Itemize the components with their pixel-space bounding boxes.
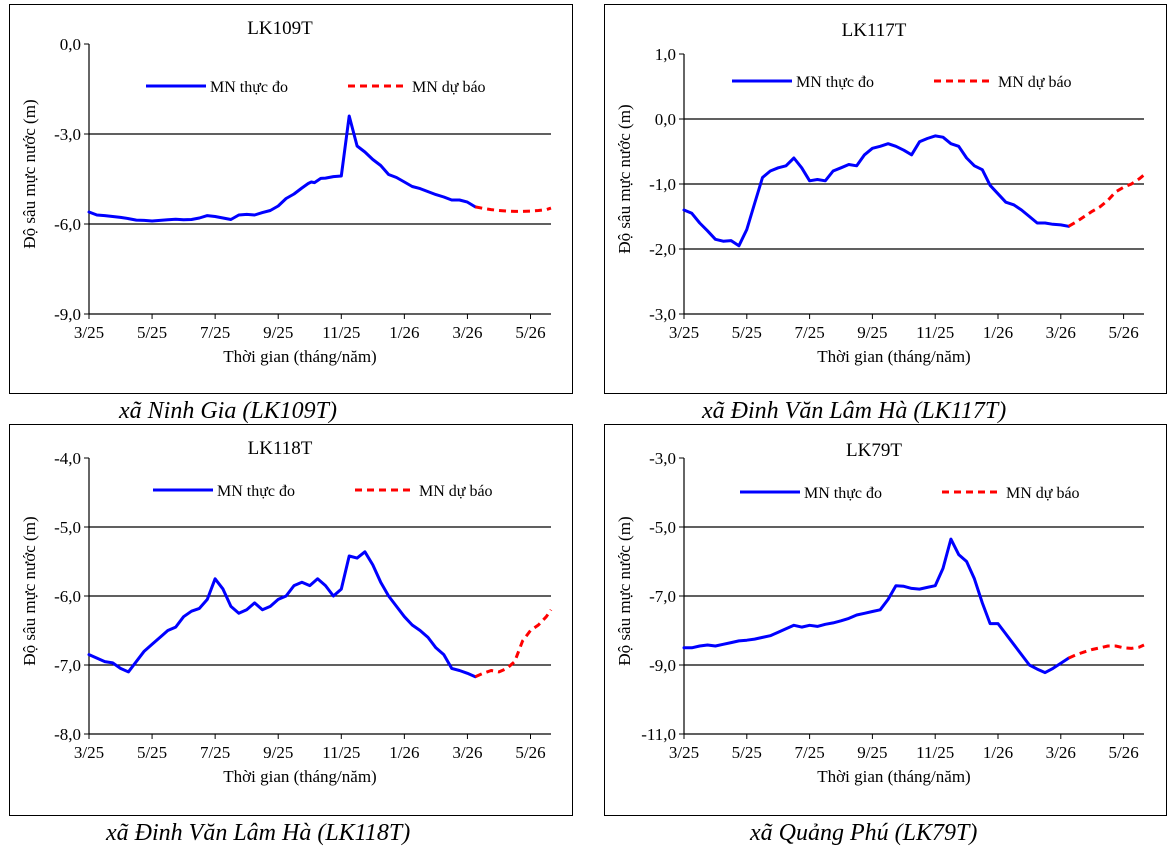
x-tick-label: 11/25 <box>322 743 360 762</box>
chart-lk79t: -3,0 -5,0 -7,0 -9,0 -11,03/25 5/25 7/25 9/25 11/… <box>604 424 1167 816</box>
y-tick-label: -6,0 <box>54 587 81 606</box>
y-tick-label: 0,0 <box>655 110 676 129</box>
x-tick-label: 11/25 <box>916 323 954 342</box>
y-tick-label: -5,0 <box>649 518 676 537</box>
x-tick-label: 9/25 <box>857 323 887 342</box>
y-tick-label: -11,0 <box>641 725 676 744</box>
y-axis-title: Độ sâu mực nước (m) <box>615 516 634 665</box>
chart-lk109t: 0,0 -3,0 -6,0 -9,03/25 5/25 7/25 9/25 11/25 1/26… <box>9 4 573 394</box>
x-tick-label: 11/25 <box>916 743 954 762</box>
legend-label-observed: MN thực đo <box>804 485 882 502</box>
x-tick-label: 3/25 <box>74 323 104 342</box>
legend-label-forecast: MN dự báo <box>1006 485 1080 502</box>
chart-title: LK118T <box>248 438 313 459</box>
chart-panel-lk79t: -3,0 -5,0 -7,0 -9,0 -11,0 3/25 5/25 7/25 9/25 11/… <box>604 424 1167 816</box>
caption-lk117t: xã Đinh Văn Lâm Hà (LK117T) <box>702 398 1007 424</box>
x-axis-title: Thời gian (tháng/năm) <box>223 347 376 366</box>
legend-label-forecast: MN dự báo <box>419 483 493 500</box>
y-tick-label: -1,0 <box>649 175 676 194</box>
x-axis-title: Thời gian (tháng/năm) <box>817 347 970 366</box>
chart-frame <box>604 424 1167 816</box>
x-tick-label: 5/26 <box>515 743 545 762</box>
x-tick-label: 7/25 <box>200 323 230 342</box>
legend-label-observed: MN thực đo <box>217 483 295 500</box>
caption-lk118t: xã Đinh Văn Lâm Hà (LK118T) <box>106 820 411 846</box>
x-tick-label: 3/25 <box>669 323 699 342</box>
x-tick-label: 5/26 <box>515 323 545 342</box>
y-tick-label: -9,0 <box>54 305 81 324</box>
x-tick-label: 3/26 <box>1046 323 1076 342</box>
y-tick-label: 0,0 <box>60 35 81 54</box>
chart-lk118t: -4,0 -5,0 -6,0 -7,0 -8,03/25 5/25 7/25 9/25 11/2… <box>9 424 573 816</box>
x-tick-label: 1/26 <box>389 323 419 342</box>
y-tick-label: -7,0 <box>54 656 81 675</box>
y-tick-label: -2,0 <box>649 240 676 259</box>
x-tick-label: 5/25 <box>137 743 167 762</box>
y-tick-label: -5,0 <box>54 518 81 537</box>
series-line-observed <box>682 537 1071 675</box>
y-tick-label: -3,0 <box>649 449 676 468</box>
x-tick-label: 3/26 <box>1046 743 1076 762</box>
chart-panel-lk109t: 0,0 -3,0 -6,0 -9,0 3/25 5/25 7/25 9/25 11/25 1/26… <box>9 4 573 394</box>
x-tick-label: 9/25 <box>263 743 293 762</box>
series-line-forecast <box>1067 643 1145 660</box>
legend-label-forecast: MN dự báo <box>412 79 486 96</box>
series-line-observed <box>682 134 1071 248</box>
chart-frame <box>9 424 573 816</box>
x-axis-title: Thời gian (tháng/năm) <box>223 767 376 786</box>
series-line-forecast <box>475 205 552 213</box>
y-tick-label: -4,0 <box>54 449 81 468</box>
y-axis-title: Độ sâu mực nước (m) <box>20 516 39 665</box>
chart-frame <box>9 4 573 394</box>
x-tick-label: 5/25 <box>732 743 762 762</box>
x-tick-label: 3/26 <box>452 323 482 342</box>
chart-title: LK117T <box>842 20 907 41</box>
x-tick-label: 5/25 <box>137 323 167 342</box>
legend-label-observed: MN thực đo <box>796 74 874 91</box>
x-tick-label: 11/25 <box>322 323 360 342</box>
caption-lk79t: xã Quảng Phú (LK79T) <box>750 820 978 846</box>
y-tick-label: -8,0 <box>54 725 81 744</box>
chart-title: LK109T <box>247 18 313 39</box>
y-axis-title: Độ sâu mực nước (m) <box>615 104 634 253</box>
chart-panel-lk118t: -4,0 -5,0 -6,0 -7,0 -8,0 3/25 5/25 7/25 9/25 11/2… <box>9 424 573 816</box>
y-tick-label: -3,0 <box>649 305 676 324</box>
series-line-observed <box>87 550 477 679</box>
x-tick-label: 1/26 <box>389 743 419 762</box>
chart-panel-lk117t: 1,0 0,0 -1,0 -2,0 -3,0 3/25 5/25 7/25 9/25 11/25 1… <box>604 4 1167 394</box>
y-tick-label: -9,0 <box>649 656 676 675</box>
y-tick-label: 1,0 <box>655 45 676 64</box>
series-line-observed <box>87 114 477 223</box>
x-tick-label: 5/26 <box>1108 743 1138 762</box>
chart-title: LK79T <box>846 440 902 461</box>
chart-lk117t: 1,0 0,0 -1,0 -2,0 -3,03/25 5/25 7/25 9/25 11/25 1… <box>604 4 1167 394</box>
x-tick-label: 5/25 <box>732 323 762 342</box>
y-tick-label: -6,0 <box>54 215 81 234</box>
x-tick-label: 3/25 <box>669 743 699 762</box>
x-tick-label: 3/26 <box>452 743 482 762</box>
x-tick-label: 9/25 <box>263 323 293 342</box>
legend-label-observed: MN thực đo <box>210 79 288 96</box>
legend-label-forecast: MN dự báo <box>998 74 1072 91</box>
series-line-forecast <box>1067 173 1145 228</box>
x-tick-label: 7/25 <box>200 743 230 762</box>
y-axis-title: Độ sâu mực nước (m) <box>20 99 39 248</box>
x-tick-label: 7/25 <box>794 743 824 762</box>
caption-lk109t: xã Ninh Gia (LK109T) <box>119 398 338 424</box>
x-tick-label: 7/25 <box>794 323 824 342</box>
y-tick-label: -7,0 <box>649 587 676 606</box>
x-tick-label: 9/25 <box>857 743 887 762</box>
x-tick-label: 3/25 <box>74 743 104 762</box>
x-tick-label: 1/26 <box>983 323 1013 342</box>
x-tick-label: 5/26 <box>1108 323 1138 342</box>
x-axis-title: Thời gian (tháng/năm) <box>817 767 970 786</box>
series-line-forecast <box>474 608 553 679</box>
y-tick-label: -3,0 <box>54 125 81 144</box>
chart-frame <box>604 4 1167 394</box>
x-tick-label: 1/26 <box>983 743 1013 762</box>
